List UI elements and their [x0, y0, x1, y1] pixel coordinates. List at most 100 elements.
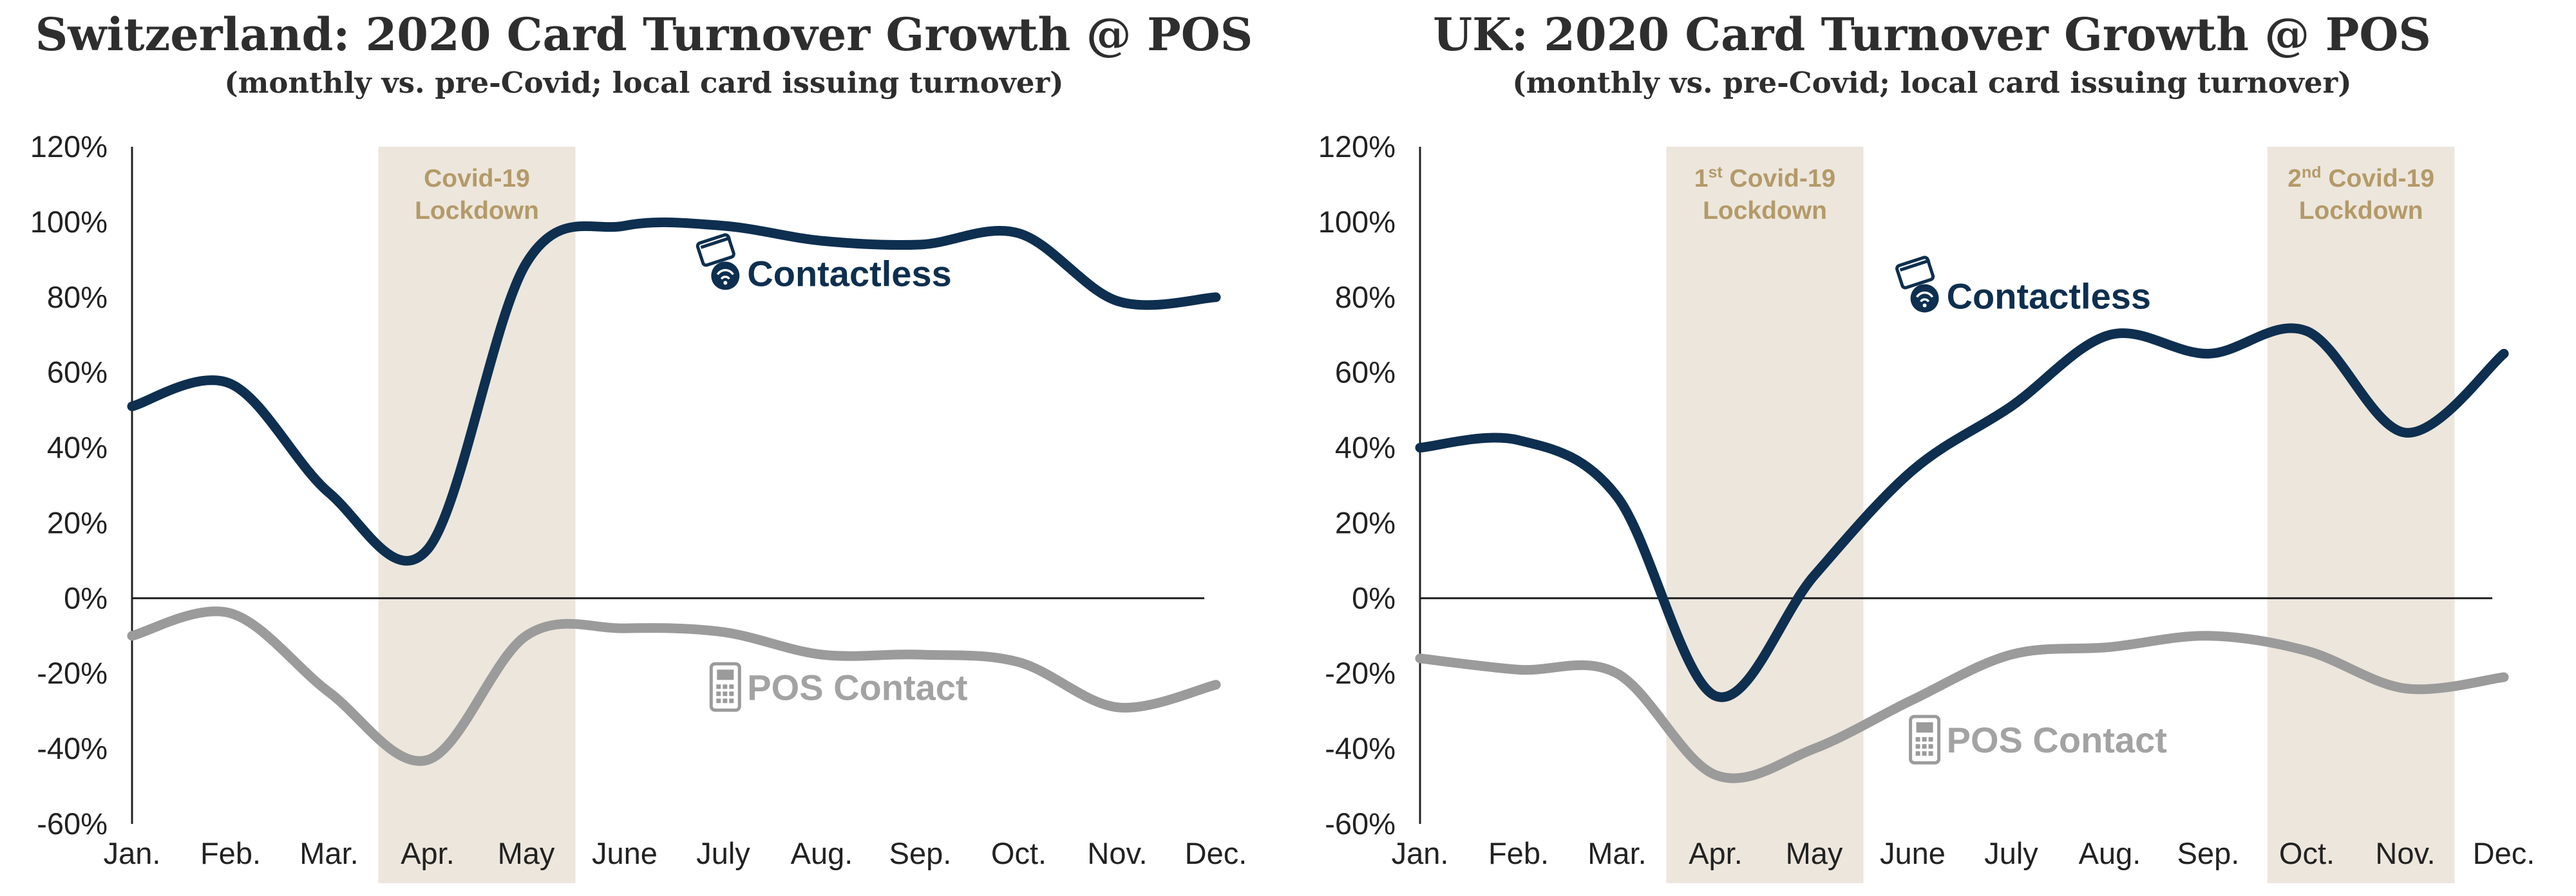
y-tick-label: 120% [30, 129, 108, 163]
x-tick-label: June [1880, 836, 1946, 870]
lockdown-label-line2: Lockdown [1703, 197, 1827, 225]
uk-plot: 1st Covid-19 Lockdown 2nd Covid-19 Lockdown… [1318, 129, 2535, 883]
x-tick-label: Feb. [200, 836, 261, 870]
lockdown-label-line2: Lockdown [2299, 197, 2423, 225]
x-tick-label: Dec. [2473, 836, 2535, 870]
x-tick-label: Mar. [299, 836, 358, 870]
chart-subtitle: (monthly vs. pre-Covid; local card issui… [224, 66, 1064, 100]
chart-title: UK: 2020 Card Turnover Growth @ POS [1433, 8, 2431, 61]
chart-title: Switzerland: 2020 Card Turnover Growth @… [35, 8, 1253, 61]
series-label-group: POS Contact [709, 662, 968, 712]
card-stripe [1899, 259, 1931, 272]
series-label: Contactless [1947, 275, 2151, 316]
lockdown-shade [2267, 147, 2455, 883]
x-tick-label: July [1984, 836, 2038, 870]
x-tick-label: Nov. [2375, 836, 2435, 870]
card-shape [1895, 256, 1935, 290]
y-tick-label: 120% [1318, 129, 1396, 163]
series-label: POS Contact [1947, 720, 2167, 760]
card-shape [696, 233, 735, 267]
x-tick-label: Sep. [2177, 836, 2240, 870]
y-tick-label: -40% [37, 731, 108, 765]
x-tick-label: Oct. [2279, 836, 2334, 870]
x-tick-label: May [498, 836, 555, 870]
chart-subtitle: (monthly vs. pre-Covid; local card issui… [1512, 66, 2352, 100]
terminal-key [723, 691, 728, 696]
terminal-key [1915, 744, 1920, 749]
terminal-key [716, 691, 721, 696]
x-tick-label: Dec. [1185, 836, 1247, 870]
y-tick-label: 100% [30, 205, 108, 239]
x-tick-label: Mar. [1587, 836, 1646, 870]
ordinal-number: 1 [1694, 165, 1709, 192]
ordinal-suffix: st [1708, 163, 1723, 182]
x-tick-label: Apr. [401, 836, 455, 870]
lockdown-shade [378, 147, 576, 883]
terminal-key [723, 684, 728, 689]
x-tick-label: Nov. [1087, 836, 1147, 870]
x-tick-label: Jan. [1392, 836, 1449, 870]
lockdown-label-line1: 2nd Covid-19 [2287, 163, 2434, 192]
series-line-contactless [127, 217, 1221, 566]
terminal-key [723, 698, 728, 704]
terminal-key [729, 684, 734, 689]
switzerland-plot: Covid-19 Lockdown 120% 100% 80% 60% 40% 20% 0% -2… [30, 129, 1247, 883]
x-tick-label: Feb. [1488, 836, 1549, 870]
terminal-key [1928, 751, 1933, 756]
terminal-body [1909, 714, 1941, 765]
terminal-key [716, 698, 721, 704]
y-tick-label: 100% [1318, 205, 1396, 239]
terminal-key [1915, 737, 1920, 742]
y-tick-label: 80% [47, 280, 108, 314]
x-tick-label: July [696, 836, 750, 870]
y-tick-label: 20% [47, 505, 108, 539]
lockdown-label-line2: Lockdown [415, 197, 539, 225]
y-tick-label: 40% [47, 431, 108, 465]
terminal-key [1922, 737, 1927, 742]
terminal-key [729, 698, 734, 704]
y-tick-label: 80% [1335, 280, 1396, 314]
y-tick-label: 20% [1335, 505, 1396, 539]
terminal-key [1915, 751, 1920, 756]
card-stripe [700, 236, 732, 249]
terminal-key [1928, 744, 1933, 749]
x-tick-label: Oct. [991, 836, 1046, 870]
y-tick-label: -60% [1325, 807, 1396, 841]
wave-arc [1916, 291, 1934, 298]
series-line-pos-contact [127, 606, 1221, 766]
x-tick-label: Aug. [791, 836, 853, 870]
terminal-key [716, 684, 721, 689]
series-label-group: POS Contact [1909, 714, 2167, 765]
y-tick-label: 0% [64, 581, 108, 615]
y-tick-label: -40% [1325, 731, 1396, 765]
lockdown-band: Covid-19 Lockdown [378, 147, 576, 883]
wave-arc [720, 275, 730, 280]
y-tick-label: 0% [1352, 581, 1396, 615]
series-label-group: Contactless [1895, 256, 2151, 316]
x-tick-label: Sep. [889, 836, 952, 870]
terminal-key [1922, 751, 1927, 756]
wave-dot [1922, 303, 1927, 308]
lockdown-label-rest: Covid-19 [2322, 165, 2435, 192]
wave-arc [1920, 298, 1930, 303]
series-line-contactless [1415, 323, 2509, 702]
wave-dot [723, 281, 728, 285]
lockdown-label-line1: 1st Covid-19 [1694, 163, 1835, 192]
uk-chart-panel: UK: 2020 Card Turnover Growth @ POS (mon… [1288, 0, 2576, 896]
x-tick-label: Aug. [2079, 836, 2141, 870]
terminal-key [1928, 737, 1933, 742]
series-label-group: Contactless [696, 233, 952, 294]
ordinal-suffix: nd [2302, 163, 2322, 182]
y-tick-label: -60% [37, 807, 108, 841]
series-label: POS Contact [747, 667, 967, 707]
x-tick-label: Jan. [104, 836, 161, 870]
y-tick-label: 60% [1335, 355, 1396, 389]
x-tick-label: Apr. [1689, 836, 1743, 870]
ordinal-number: 2 [2287, 165, 2302, 192]
lockdown-label-line1: Covid-19 [424, 165, 530, 192]
terminal-screen [717, 669, 734, 680]
wave-arc [716, 268, 734, 275]
terminal-key [729, 691, 734, 696]
y-tick-label: -20% [37, 656, 108, 690]
x-tick-label: May [1786, 836, 1843, 870]
